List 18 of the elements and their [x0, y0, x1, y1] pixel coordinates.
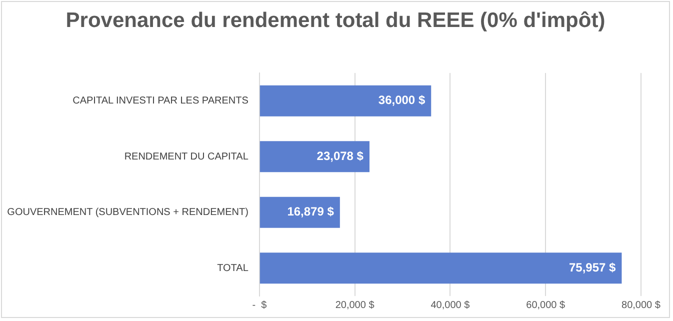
bar: [260, 141, 370, 172]
data-label: 75,957 $: [568, 260, 616, 274]
chart-title: Provenance du rendement total du REEE (0% d'impôt): [64, 8, 606, 34]
y-tick-label: RENDEMENT DU CAPITAL: [124, 151, 249, 162]
y-tick-label: TOTAL: [217, 262, 249, 274]
x-tick-label: 40,000 $: [430, 300, 470, 311]
x-tick-label: - $: [252, 300, 268, 311]
bar: [260, 252, 622, 284]
bar: [260, 196, 340, 228]
data-label: 23,078 $: [316, 148, 364, 163]
x-tick-label: 80,000 $: [622, 300, 661, 311]
data-label: 36,000 $: [378, 93, 426, 108]
data-label: 16,879 $: [287, 204, 334, 219]
x-tick-label: 20,000 $: [335, 300, 375, 311]
y-tick-label: GOUVERNEMENT (SUBVENTIONS + RENDEMENT): [7, 207, 248, 218]
x-tick-label: 60,000 $: [526, 300, 566, 311]
y-tick-label: CAPITAL INVESTI PAR LES PARENTS: [72, 96, 249, 107]
bar: [260, 85, 432, 116]
